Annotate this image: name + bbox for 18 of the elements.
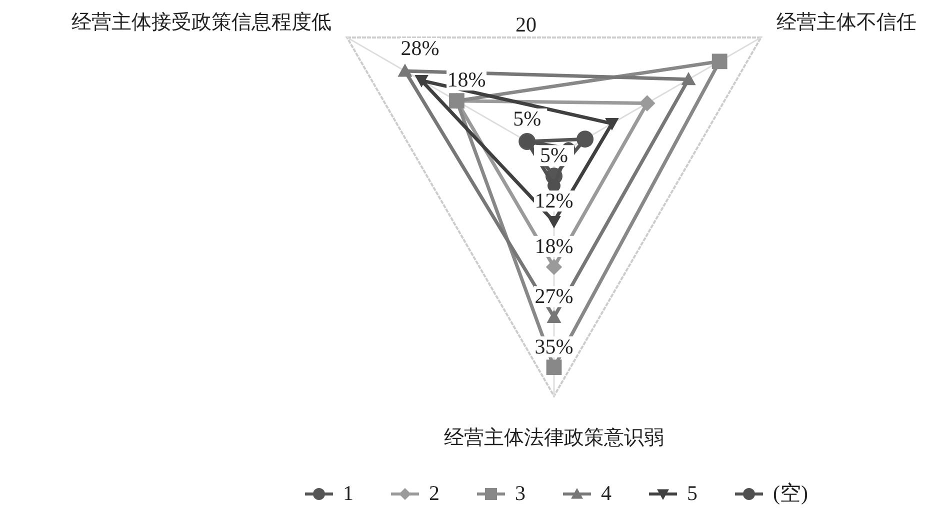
legend-label: 5: [687, 481, 698, 505]
spoke-label: 经营主体接受政策信息程度低: [71, 10, 332, 34]
legend-label: (空): [773, 481, 808, 505]
legend-label: 4: [601, 481, 612, 505]
text: 5%: [513, 106, 542, 130]
spoke-label: 经营主体不信任: [776, 10, 917, 34]
text: 28%: [400, 36, 440, 60]
text: 27%: [534, 284, 574, 308]
text: 35%: [534, 334, 574, 358]
text: 5%: [540, 143, 568, 168]
legend-label: 1: [343, 481, 354, 505]
legend-label: 3: [515, 481, 526, 505]
spoke-label: 经营主体法律政策意识弱: [444, 426, 664, 449]
legend-label: 2: [429, 481, 440, 505]
text: 12%: [534, 188, 574, 213]
text: 18%: [534, 234, 574, 258]
text: 18%: [447, 68, 486, 92]
text: 20: [516, 12, 536, 36]
